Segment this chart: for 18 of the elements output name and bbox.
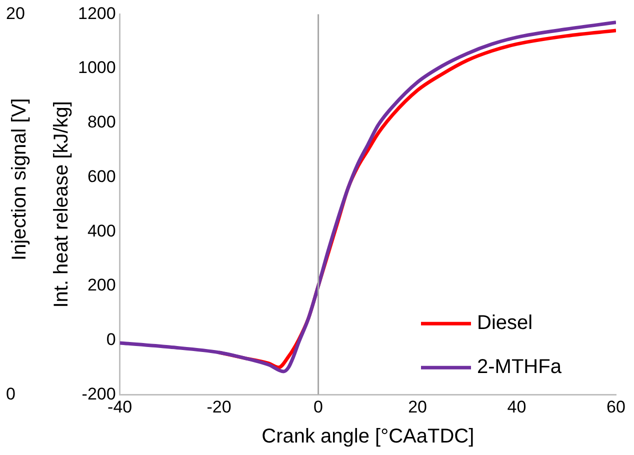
x-axis-title: Crank angle [°CAaTDC] (262, 426, 474, 448)
y2-tick-label: 400 (87, 221, 116, 240)
x-tick-label: 0 (314, 397, 324, 416)
x-tick-label: 40 (507, 397, 526, 416)
y-axis-title: Injection signal [V] (8, 98, 31, 261)
x-tick-label: 20 (408, 397, 427, 416)
line-series (120, 20, 616, 374)
legend-label: Diesel (477, 312, 533, 334)
y2-tick-label: 1200 (78, 4, 116, 23)
x-tick-label: 60 (606, 397, 626, 416)
y2-tick-label: 1000 (78, 58, 116, 78)
y2-axis-title: Int. heat release [kJ/kg] (50, 101, 73, 308)
y2-tick-label: 600 (87, 166, 116, 186)
y2-tick-label: 200 (87, 276, 116, 295)
y2-tick-label: 800 (87, 112, 116, 132)
x-tick-label: -20 (206, 397, 232, 416)
legend-label: 2-MTHFa (477, 356, 562, 378)
y2-tick-label: 0 (106, 330, 116, 349)
